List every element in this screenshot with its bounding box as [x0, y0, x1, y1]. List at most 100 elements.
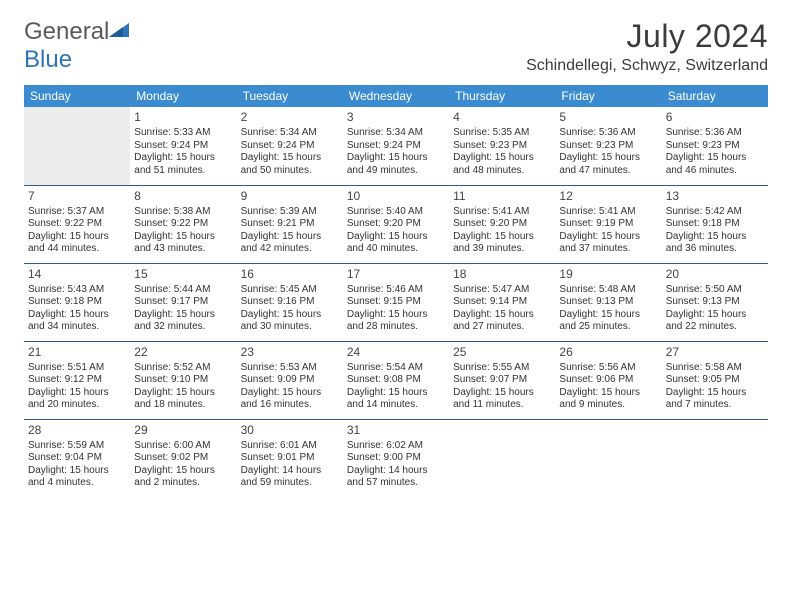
daylight-text: Daylight: 15 hours and 32 minutes.: [134, 309, 232, 334]
calendar-day-cell: 11Sunrise: 5:41 AMSunset: 9:20 PMDayligh…: [449, 185, 555, 263]
day-number: 23: [241, 345, 339, 360]
sunrise-text: Sunrise: 5:54 AM: [347, 362, 445, 375]
day-number: 2: [241, 110, 339, 125]
weekday-header: Monday: [130, 85, 236, 107]
daylight-text: Daylight: 15 hours and 49 minutes.: [347, 152, 445, 177]
sunset-text: Sunset: 9:10 PM: [134, 374, 232, 387]
daylight-text: Daylight: 15 hours and 51 minutes.: [134, 152, 232, 177]
calendar-table: Sunday Monday Tuesday Wednesday Thursday…: [24, 85, 768, 497]
sunset-text: Sunset: 9:06 PM: [559, 374, 657, 387]
day-number: 12: [559, 189, 657, 204]
logo-word1: General: [24, 18, 109, 45]
sunset-text: Sunset: 9:20 PM: [453, 218, 551, 231]
calendar-body: 1Sunrise: 5:33 AMSunset: 9:24 PMDaylight…: [24, 107, 768, 497]
daylight-text: Daylight: 15 hours and 43 minutes.: [134, 231, 232, 256]
calendar-day-cell: 5 Sunrise: 5:36 AMSunset: 9:23 PMDaylight…: [555, 107, 661, 185]
sunset-text: Sunset: 9:09 PM: [241, 374, 339, 387]
sunset-text: Sunset: 9:21 PM: [241, 218, 339, 231]
day-number: 1: [134, 110, 232, 125]
daylight-text: Daylight: 15 hours and 50 minutes.: [241, 152, 339, 177]
weekday-header: Tuesday: [237, 85, 343, 107]
calendar-week-row: 28Sunrise: 5:59 AMSunset: 9:04 PMDayligh…: [24, 419, 768, 497]
calendar-day-cell: 14Sunrise: 5:43 AMSunset: 9:18 PMDayligh…: [24, 263, 130, 341]
calendar-day-cell: [449, 419, 555, 497]
sunrise-text: Sunrise: 5:59 AM: [28, 440, 126, 453]
calendar-day-cell: 28Sunrise: 5:59 AMSunset: 9:04 PMDayligh…: [24, 419, 130, 497]
calendar-day-cell: 21Sunrise: 5:51 AMSunset: 9:12 PMDayligh…: [24, 341, 130, 419]
calendar-day-cell: 17Sunrise: 5:46 AMSunset: 9:15 PMDayligh…: [343, 263, 449, 341]
sunrise-text: Sunrise: 5:43 AM: [28, 284, 126, 297]
sunrise-text: Sunrise: 5:40 AM: [347, 206, 445, 219]
sunset-text: Sunset: 9:22 PM: [28, 218, 126, 231]
day-number: 27: [666, 345, 764, 360]
sunrise-text: Sunrise: 5:39 AM: [241, 206, 339, 219]
daylight-text: Daylight: 15 hours and 22 minutes.: [666, 309, 764, 334]
daylight-text: Daylight: 15 hours and 14 minutes.: [347, 387, 445, 412]
daylight-text: Daylight: 15 hours and 9 minutes.: [559, 387, 657, 412]
sunset-text: Sunset: 9:22 PM: [134, 218, 232, 231]
daylight-text: Daylight: 14 hours and 59 minutes.: [241, 465, 339, 490]
sunrise-text: Sunrise: 5:34 AM: [347, 127, 445, 140]
sunrise-text: Sunrise: 5:33 AM: [134, 127, 232, 140]
daylight-text: Daylight: 15 hours and 2 minutes.: [134, 465, 232, 490]
daylight-text: Daylight: 15 hours and 18 minutes.: [134, 387, 232, 412]
calendar-day-cell: 16Sunrise: 5:45 AMSunset: 9:16 PMDayligh…: [237, 263, 343, 341]
day-number: 5: [559, 110, 657, 125]
weekday-header: Sunday: [24, 85, 130, 107]
sunset-text: Sunset: 9:17 PM: [134, 296, 232, 309]
day-number: 18: [453, 267, 551, 282]
sunset-text: Sunset: 9:18 PM: [666, 218, 764, 231]
sunrise-text: Sunrise: 5:51 AM: [28, 362, 126, 375]
daylight-text: Daylight: 15 hours and 34 minutes.: [28, 309, 126, 334]
calendar-day-cell: 27Sunrise: 5:58 AMSunset: 9:05 PMDayligh…: [662, 341, 768, 419]
calendar-day-cell: 8Sunrise: 5:38 AMSunset: 9:22 PMDaylight…: [130, 185, 236, 263]
day-number: 19: [559, 267, 657, 282]
sunrise-text: Sunrise: 5:52 AM: [134, 362, 232, 375]
daylight-text: Daylight: 15 hours and 48 minutes.: [453, 152, 551, 177]
logo-word2: Blue: [24, 46, 72, 74]
calendar-day-cell: 2Sunrise: 5:34 AMSunset: 9:24 PMDaylight…: [237, 107, 343, 185]
sunrise-text: Sunrise: 5:50 AM: [666, 284, 764, 297]
sunrise-text: Sunrise: 5:48 AM: [559, 284, 657, 297]
logo: General Blue: [24, 18, 131, 74]
day-number: 22: [134, 345, 232, 360]
sunrise-text: Sunrise: 6:02 AM: [347, 440, 445, 453]
daylight-text: Daylight: 15 hours and 47 minutes.: [559, 152, 657, 177]
day-number: 25: [453, 345, 551, 360]
sunset-text: Sunset: 9:15 PM: [347, 296, 445, 309]
calendar-day-cell: 3Sunrise: 5:34 AMSunset: 9:24 PMDaylight…: [343, 107, 449, 185]
sunrise-text: Sunrise: 5:34 AM: [241, 127, 339, 140]
day-number: 10: [347, 189, 445, 204]
calendar-day-cell: 24Sunrise: 5:54 AMSunset: 9:08 PMDayligh…: [343, 341, 449, 419]
calendar-day-cell: 18Sunrise: 5:47 AMSunset: 9:14 PMDayligh…: [449, 263, 555, 341]
calendar-week-row: 21Sunrise: 5:51 AMSunset: 9:12 PMDayligh…: [24, 341, 768, 419]
daylight-text: Daylight: 15 hours and 46 minutes.: [666, 152, 764, 177]
day-number: 11: [453, 189, 551, 204]
sunrise-text: Sunrise: 5:35 AM: [453, 127, 551, 140]
daylight-text: Daylight: 15 hours and 42 minutes.: [241, 231, 339, 256]
sunset-text: Sunset: 9:23 PM: [559, 140, 657, 153]
day-number: 30: [241, 423, 339, 438]
calendar-week-row: 1Sunrise: 5:33 AMSunset: 9:24 PMDaylight…: [24, 107, 768, 185]
sunset-text: Sunset: 9:07 PM: [453, 374, 551, 387]
sunrise-text: Sunrise: 5:36 AM: [559, 127, 657, 140]
calendar-day-cell: 29Sunrise: 6:00 AMSunset: 9:02 PMDayligh…: [130, 419, 236, 497]
daylight-text: Daylight: 15 hours and 36 minutes.: [666, 231, 764, 256]
calendar-day-cell: 19Sunrise: 5:48 AMSunset: 9:13 PMDayligh…: [555, 263, 661, 341]
day-number: 24: [347, 345, 445, 360]
calendar-week-row: 14Sunrise: 5:43 AMSunset: 9:18 PMDayligh…: [24, 263, 768, 341]
sunset-text: Sunset: 9:00 PM: [347, 452, 445, 465]
calendar-day-cell: 4Sunrise: 5:35 AMSunset: 9:23 PMDaylight…: [449, 107, 555, 185]
day-number: 26: [559, 345, 657, 360]
calendar-day-cell: 26Sunrise: 5:56 AMSunset: 9:06 PMDayligh…: [555, 341, 661, 419]
day-number: 16: [241, 267, 339, 282]
daylight-text: Daylight: 15 hours and 39 minutes.: [453, 231, 551, 256]
sunrise-text: Sunrise: 5:42 AM: [666, 206, 764, 219]
calendar-day-cell: 1Sunrise: 5:33 AMSunset: 9:24 PMDaylight…: [130, 107, 236, 185]
calendar-day-cell: 13Sunrise: 5:42 AMSunset: 9:18 PMDayligh…: [662, 185, 768, 263]
calendar-day-cell: 23Sunrise: 5:53 AMSunset: 9:09 PMDayligh…: [237, 341, 343, 419]
daylight-text: Daylight: 15 hours and 40 minutes.: [347, 231, 445, 256]
day-number: 28: [28, 423, 126, 438]
sunrise-text: Sunrise: 5:45 AM: [241, 284, 339, 297]
sunrise-text: Sunrise: 5:53 AM: [241, 362, 339, 375]
